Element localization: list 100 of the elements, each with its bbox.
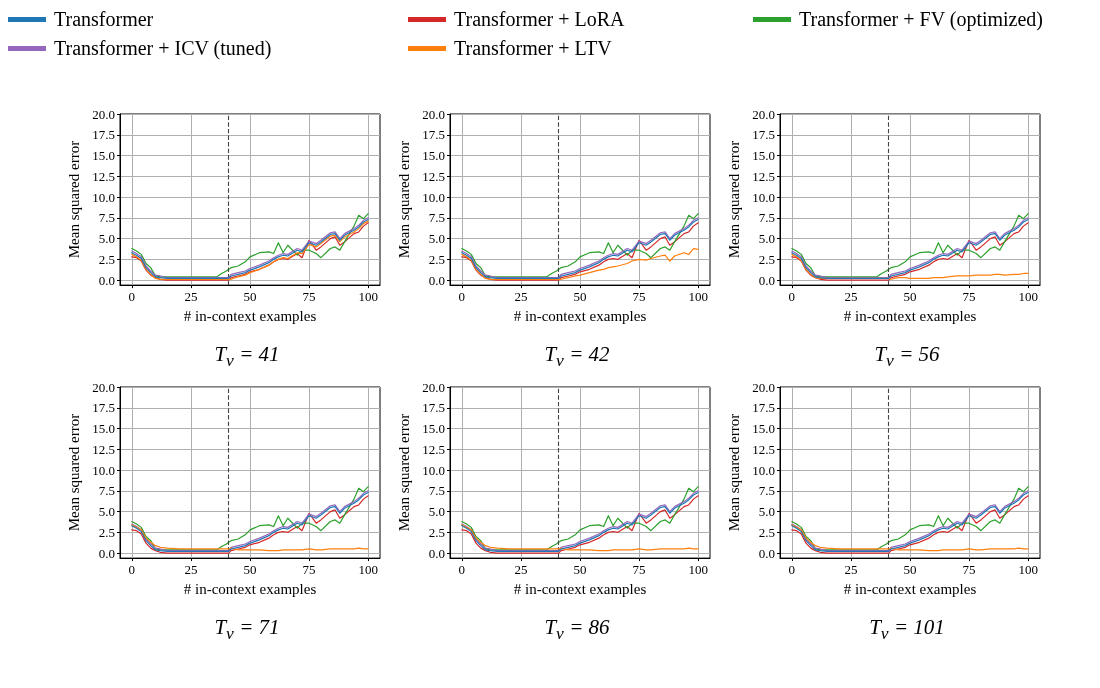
y-tick-label: 7.5: [428, 210, 445, 226]
y-tick-label: 12.5: [92, 441, 115, 457]
y-tick-label: 7.5: [758, 483, 775, 499]
y-axis-title: Mean squared error: [395, 140, 412, 259]
y-tick-label: 2.5: [428, 525, 445, 541]
y-tick-label: 10.0: [92, 189, 115, 205]
y-tick-label: 7.5: [428, 483, 445, 499]
text: T$_{v}$ = 41: [213, 342, 281, 372]
x-tick-label: 75: [962, 562, 976, 578]
y-axis-title: Mean squared error: [395, 414, 412, 532]
y-tick-label: 15.0: [422, 421, 445, 437]
x-tick-label: 50: [903, 562, 917, 578]
x-tick-label: 0: [128, 562, 136, 578]
x-tick-label: 25: [514, 289, 528, 305]
y-tick-label: 5.0: [98, 231, 115, 247]
line-series: [131, 524, 369, 552]
x-tick-label: 100: [358, 562, 378, 578]
y-tick-label: 12.5: [752, 168, 775, 184]
y-tick-label: 15.0: [752, 421, 775, 437]
x-tick-label: 75: [302, 562, 316, 578]
x-axis-title: # in-context examples: [513, 580, 647, 597]
y-tick-label: 5.0: [428, 231, 445, 247]
text: T$_{v}$ = 86: [543, 615, 611, 645]
x-tick-label: 75: [632, 289, 646, 305]
y-tick-label: 5.0: [428, 504, 445, 520]
y-tick-label: 20.0: [752, 106, 775, 122]
x-tick-label: 50: [573, 289, 587, 305]
x-tick-label: 25: [184, 289, 198, 305]
legend-label: Transformer + LoRA: [454, 8, 625, 31]
x-tick-label: 0: [128, 289, 136, 305]
y-axis-title: Mean squared error: [65, 414, 82, 532]
x-tick-label: 75: [632, 562, 646, 578]
legend-label: Transformer + FV (optimized): [799, 8, 1044, 31]
x-tick-label: 0: [788, 562, 796, 578]
x-tick-label: 100: [1018, 289, 1038, 305]
y-tick-label: 20.0: [752, 379, 775, 395]
y-tick-label: 0.0: [428, 272, 445, 288]
y-tick-label: 5.0: [758, 231, 775, 247]
y-tick-label: 5.0: [98, 504, 115, 520]
y-tick-label: 10.0: [752, 462, 775, 478]
y-tick-label: 20.0: [92, 106, 115, 122]
y-tick-label: 2.5: [758, 251, 775, 267]
legend-label: Transformer + LTV: [454, 37, 612, 60]
y-tick-label: 12.5: [92, 168, 115, 184]
y-tick-label: 7.5: [758, 210, 775, 226]
x-axis-title: # in-context examples: [183, 307, 317, 324]
x-tick-label: 75: [302, 289, 316, 305]
x-tick-label: 100: [358, 289, 378, 305]
y-tick-label: 20.0: [422, 379, 445, 395]
line-series: [461, 524, 699, 552]
y-tick-label: 7.5: [98, 483, 115, 499]
text: T$_{v}$ = 101: [868, 615, 946, 645]
y-tick-label: 0.0: [98, 545, 115, 561]
y-tick-label: 17.5: [422, 400, 445, 416]
x-tick-label: 25: [844, 562, 858, 578]
y-tick-label: 0.0: [428, 545, 445, 561]
x-tick-label: 100: [1018, 562, 1038, 578]
line-series: [791, 524, 1029, 552]
y-tick-label: 20.0: [92, 379, 115, 395]
x-tick-label: 75: [962, 289, 976, 305]
y-tick-label: 12.5: [422, 168, 445, 184]
y-tick-label: 17.5: [752, 400, 775, 416]
x-tick-label: 0: [788, 289, 796, 305]
text: T$_{v}$ = 56: [873, 342, 941, 372]
x-tick-label: 25: [844, 289, 858, 305]
x-tick-label: 50: [243, 289, 257, 305]
x-tick-label: 50: [903, 289, 917, 305]
y-tick-label: 2.5: [428, 251, 445, 267]
y-tick-label: 12.5: [422, 441, 445, 457]
y-tick-label: 5.0: [758, 504, 775, 520]
y-tick-label: 2.5: [758, 525, 775, 541]
y-tick-label: 0.0: [758, 545, 775, 561]
y-tick-label: 10.0: [422, 189, 445, 205]
x-axis-title: # in-context examples: [183, 580, 317, 597]
y-tick-label: 10.0: [92, 462, 115, 478]
y-tick-label: 17.5: [92, 127, 115, 143]
y-tick-label: 2.5: [98, 251, 115, 267]
x-tick-label: 25: [184, 562, 198, 578]
y-tick-label: 7.5: [98, 210, 115, 226]
x-tick-label: 100: [688, 289, 708, 305]
x-tick-label: 50: [573, 562, 587, 578]
y-tick-label: 10.0: [752, 189, 775, 205]
text: T$_{v}$ = 71: [213, 615, 281, 645]
y-tick-label: 0.0: [98, 272, 115, 288]
y-tick-label: 0.0: [758, 272, 775, 288]
x-axis-title: # in-context examples: [513, 307, 647, 324]
x-axis-title: # in-context examples: [843, 580, 977, 597]
y-tick-label: 17.5: [92, 400, 115, 416]
y-tick-label: 10.0: [422, 462, 445, 478]
x-tick-label: 100: [688, 562, 708, 578]
y-tick-label: 2.5: [98, 525, 115, 541]
y-tick-label: 17.5: [752, 127, 775, 143]
y-tick-label: 15.0: [92, 421, 115, 437]
y-tick-label: 15.0: [422, 148, 445, 164]
x-tick-label: 0: [458, 562, 466, 578]
legend-label: Transformer: [54, 8, 154, 31]
y-tick-label: 12.5: [752, 441, 775, 457]
y-axis-title: Mean squared error: [65, 140, 82, 259]
x-tick-label: 50: [243, 562, 257, 578]
x-tick-label: 0: [458, 289, 466, 305]
